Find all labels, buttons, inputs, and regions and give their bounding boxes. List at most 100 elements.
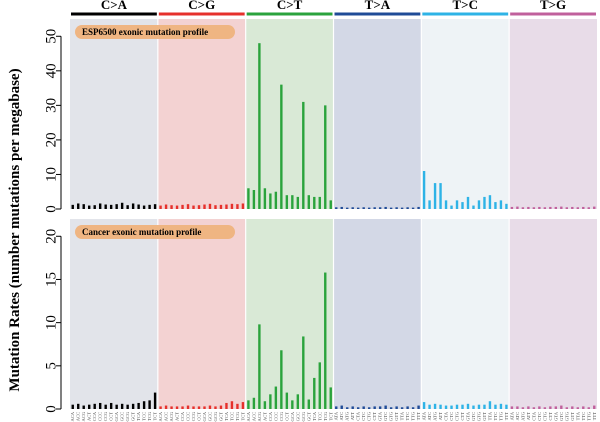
bar-C-to-G bbox=[236, 204, 239, 209]
bar-T-to-A bbox=[395, 207, 398, 209]
bar-C-to-G bbox=[241, 203, 245, 209]
bar-T-to-A bbox=[373, 406, 376, 409]
bar-C-to-G bbox=[197, 205, 201, 209]
bar-T-to-A bbox=[384, 405, 387, 409]
type-label-C-to-G: C>G bbox=[188, 0, 215, 12]
y-tick-label: 20 bbox=[43, 132, 59, 147]
bar-C-to-T bbox=[252, 190, 256, 209]
x-tick-label: TCC bbox=[142, 412, 147, 421]
bar-C-to-T bbox=[324, 105, 327, 209]
x-tick-label: ATT bbox=[438, 412, 443, 420]
bar-T-to-G bbox=[516, 406, 519, 409]
bar-C-to-A bbox=[93, 205, 96, 209]
bar-T-to-A bbox=[357, 207, 360, 209]
x-tick-label: GCC bbox=[207, 412, 212, 421]
bar-T-to-G bbox=[521, 207, 525, 209]
y-tick-label: 10 bbox=[43, 315, 59, 330]
bar-C-to-G bbox=[175, 205, 179, 209]
bar-T-to-G bbox=[532, 407, 536, 409]
bar-T-to-G bbox=[582, 206, 585, 209]
bar-T-to-G bbox=[582, 406, 585, 409]
bar-C-to-G bbox=[164, 405, 168, 409]
panel-label-text: Cancer exonic mutation profile bbox=[82, 227, 201, 237]
x-tick-label: GTT bbox=[482, 412, 487, 421]
x-tick-label: GCT bbox=[218, 412, 223, 421]
bar-C-to-A bbox=[77, 403, 80, 409]
bar-T-to-C bbox=[461, 404, 464, 409]
x-tick-label: ATT bbox=[526, 412, 531, 420]
x-tick-label: TCT bbox=[240, 412, 245, 421]
x-tick-label: GTA bbox=[553, 411, 558, 421]
bar-C-to-T bbox=[324, 272, 327, 409]
bar-C-to-G bbox=[241, 402, 245, 409]
x-tick-label: CTT bbox=[548, 412, 553, 421]
type-label-T-to-G: T>G bbox=[540, 0, 566, 12]
bar-T-to-C bbox=[477, 404, 481, 409]
bar-T-to-A bbox=[351, 406, 354, 409]
bar-C-to-A bbox=[137, 204, 140, 209]
bar-T-to-C bbox=[499, 403, 503, 409]
bar-C-to-T bbox=[313, 377, 316, 409]
x-tick-label: CCT bbox=[197, 412, 202, 421]
bar-C-to-G bbox=[203, 204, 206, 209]
x-tick-label: GCC bbox=[120, 412, 125, 421]
bar-T-to-A bbox=[367, 407, 371, 409]
bar-T-to-G bbox=[565, 207, 569, 209]
y-axis-title: Mutation Rates (number mutations per meg… bbox=[7, 68, 23, 391]
bar-C-to-A bbox=[71, 204, 74, 209]
x-tick-label: TCA bbox=[136, 411, 141, 421]
bar-T-to-C bbox=[488, 195, 492, 209]
panel-bg-C-to-G bbox=[157, 19, 246, 209]
x-tick-label: ATC bbox=[339, 412, 344, 421]
x-tick-label: TCA bbox=[224, 411, 229, 421]
bar-T-to-C bbox=[422, 402, 426, 409]
x-tick-label: GCT bbox=[131, 412, 136, 421]
bar-T-to-C bbox=[494, 404, 497, 409]
bar-C-to-T bbox=[252, 397, 256, 409]
x-tick-label: GTG bbox=[389, 411, 394, 421]
x-tick-label: ATC bbox=[515, 412, 520, 421]
x-tick-label: GTG bbox=[564, 411, 569, 421]
bar-C-to-A bbox=[120, 403, 124, 409]
x-tick-label: GTC bbox=[559, 412, 564, 421]
x-tick-label: GTT bbox=[570, 412, 575, 421]
x-tick-label: ACC bbox=[76, 412, 81, 421]
x-tick-label: TCT bbox=[153, 412, 158, 421]
panel-bg-T-to-A bbox=[333, 19, 422, 209]
x-tick-label: ATG bbox=[345, 411, 350, 420]
bar-C-to-G bbox=[186, 405, 190, 409]
panel-bg-C-to-G bbox=[157, 219, 246, 409]
bar-C-to-T bbox=[274, 386, 278, 409]
x-tick-label: CCG bbox=[191, 411, 196, 421]
bar-C-to-T bbox=[274, 191, 278, 209]
panel-bg-C-to-A bbox=[70, 19, 158, 209]
bar-T-to-C bbox=[450, 405, 453, 409]
x-tick-label: GCG bbox=[213, 411, 218, 421]
bar-T-to-G bbox=[576, 407, 579, 409]
x-tick-label: ACT bbox=[262, 412, 267, 421]
x-tick-label: GCA bbox=[290, 411, 295, 421]
bar-T-to-G bbox=[554, 406, 558, 409]
bar-T-to-G bbox=[521, 407, 525, 409]
x-tick-label: GTG bbox=[476, 411, 481, 421]
x-tick-label: TTT bbox=[592, 412, 597, 420]
bar-T-to-G bbox=[587, 207, 590, 209]
bar-T-to-A bbox=[417, 206, 420, 209]
panel-2: 0 5 10 15 20 Cancer exonic mutation profile AC… bbox=[43, 219, 597, 422]
bar-T-to-A bbox=[400, 207, 404, 209]
bar-C-to-A bbox=[126, 404, 129, 409]
bar-T-to-C bbox=[505, 203, 508, 209]
x-tick-label: CTC bbox=[361, 412, 366, 421]
bar-C-to-T bbox=[263, 188, 267, 209]
bar-T-to-C bbox=[472, 405, 475, 409]
x-tick-label: CCT bbox=[284, 412, 289, 421]
bar-T-to-C bbox=[455, 200, 459, 209]
x-tick-label: CTA bbox=[531, 411, 536, 420]
bar-C-to-A bbox=[82, 405, 85, 409]
bar-T-to-C bbox=[444, 200, 448, 209]
x-tick-label: TCG bbox=[147, 411, 152, 421]
mutation-type-header: C>A C>G C>T T>A T>C T>G bbox=[71, 0, 596, 16]
x-tick-label: TCG bbox=[235, 411, 240, 421]
y-tick-label: 0 bbox=[43, 405, 59, 413]
